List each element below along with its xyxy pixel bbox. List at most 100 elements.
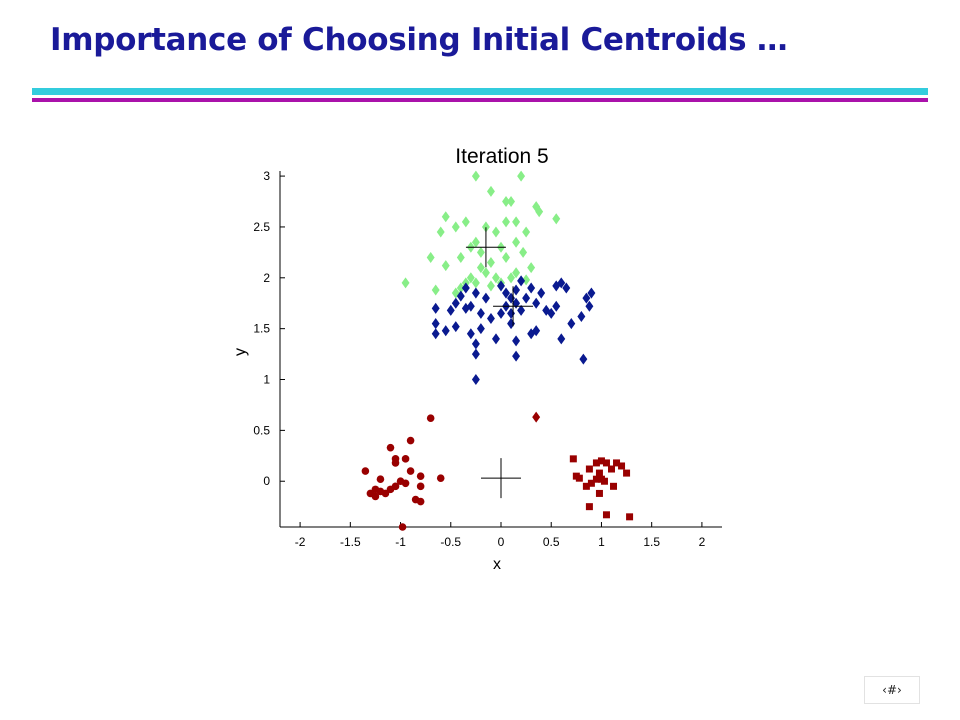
data-point-series-1 [476,262,485,274]
data-point-series-2 [507,307,516,319]
data-point-series-2 [466,328,475,340]
data-point-series-2 [537,287,546,299]
x-tick-label: 1.5 [643,535,660,549]
data-point-series-3 [361,467,370,475]
data-point-series-5 [592,459,600,467]
data-point-series-1 [431,284,440,296]
data-point-series-1 [512,236,521,248]
x-tick-label: -2 [295,535,306,549]
data-point-series-5 [595,489,603,497]
slide-title: Importance of Choosing Initial Centroids… [50,22,788,58]
data-point-series-3 [416,497,425,506]
data-point-series-3 [426,414,435,422]
x-tick-label: 0 [498,535,505,549]
data-point-series-2 [582,292,591,304]
data-point-series-3 [376,475,385,483]
data-point-series-3 [406,467,415,475]
data-point-series-1 [476,246,485,258]
data-point-series-5 [608,465,615,473]
data-point-series-2 [567,318,576,330]
data-point-series-2 [562,282,571,294]
data-point-series-2 [507,318,516,330]
centroid-marker [493,286,534,327]
data-point-series-3 [436,474,445,482]
data-point-series-2 [579,353,588,365]
data-point-series-2 [431,318,440,330]
data-point-series-3 [406,436,415,445]
data-point-series-3 [366,489,375,498]
data-point-series-4 [532,411,541,423]
y-tick-label: 1.5 [253,322,270,336]
data-point-series-2 [476,307,485,319]
x-tick-label: 1 [598,535,605,549]
data-point-series-2 [471,287,480,299]
x-tick-label: -1 [395,535,406,549]
x-axis-label: x [493,556,501,573]
data-point-series-1 [519,246,528,258]
data-point-series-2 [456,290,465,302]
data-point-series-3 [401,479,410,488]
data-point-series-2 [512,350,521,362]
data-point-series-1 [441,211,450,223]
data-point-series-5 [585,465,593,473]
data-point-series-5 [623,469,631,477]
data-point-series-2 [512,284,521,296]
data-point-series-5 [600,477,608,485]
data-point-series-2 [431,302,440,314]
data-point-series-5 [587,479,595,487]
x-tick-label: 2 [699,535,706,549]
data-point-series-2 [461,282,470,294]
data-point-series-2 [471,374,480,386]
data-point-series-1 [517,170,526,182]
y-tick-label: 0 [263,474,270,488]
centroid-markers [465,227,534,499]
data-point-series-2 [476,323,485,335]
data-point-series-1 [451,221,460,233]
data-point-series-3 [381,489,390,498]
x-tick-label: -1.5 [340,535,361,549]
data-point-series-2 [522,292,531,304]
data-point-series-1 [401,277,410,289]
y-tick-label: 1 [263,373,270,387]
centroid-marker [465,227,506,268]
data-point-series-3 [401,455,410,463]
data-point-series-1 [486,257,495,269]
data-point-series-2 [517,275,526,287]
y-tick-label: 0.5 [253,423,270,437]
data-point-series-1 [436,226,445,238]
data-point-series-1 [461,216,470,228]
data-point-series-1 [502,216,510,228]
data-point-series-3 [416,482,425,491]
data-point-series-1 [492,272,500,284]
data-point-series-2 [441,325,450,337]
data-point-series-2 [497,307,505,319]
data-point-series-2 [577,310,586,322]
data-point-series-1 [532,201,541,213]
data-point-series-1 [552,213,561,225]
y-tick-label: 3 [263,169,270,183]
data-point-series-2 [585,300,594,312]
y-tick-label: 2 [263,271,270,285]
y-tick-label: 2.5 [253,220,270,234]
data-point-series-2 [587,287,596,299]
data-point-series-5 [585,503,593,511]
data-point-series-5 [602,459,610,467]
data-point-series-1 [507,272,516,284]
data-point-series-2 [517,304,526,316]
data-point-series-1 [471,170,480,182]
data-point-series-2 [532,297,541,309]
data-point-series-5 [602,511,610,519]
data-point-series-1 [466,272,475,284]
data-point-series-2 [557,333,566,345]
data-point-series-5 [610,482,618,490]
data-point-series-3 [398,523,407,531]
centroid-marker [481,458,521,499]
data-point-series-2 [486,312,495,324]
data-points [361,170,634,531]
data-point-series-3 [391,459,400,467]
x-tick-label: -0.5 [440,535,461,549]
data-point-series-2 [461,302,470,314]
data-point-series-2 [527,282,536,294]
data-point-series-1 [502,251,510,263]
